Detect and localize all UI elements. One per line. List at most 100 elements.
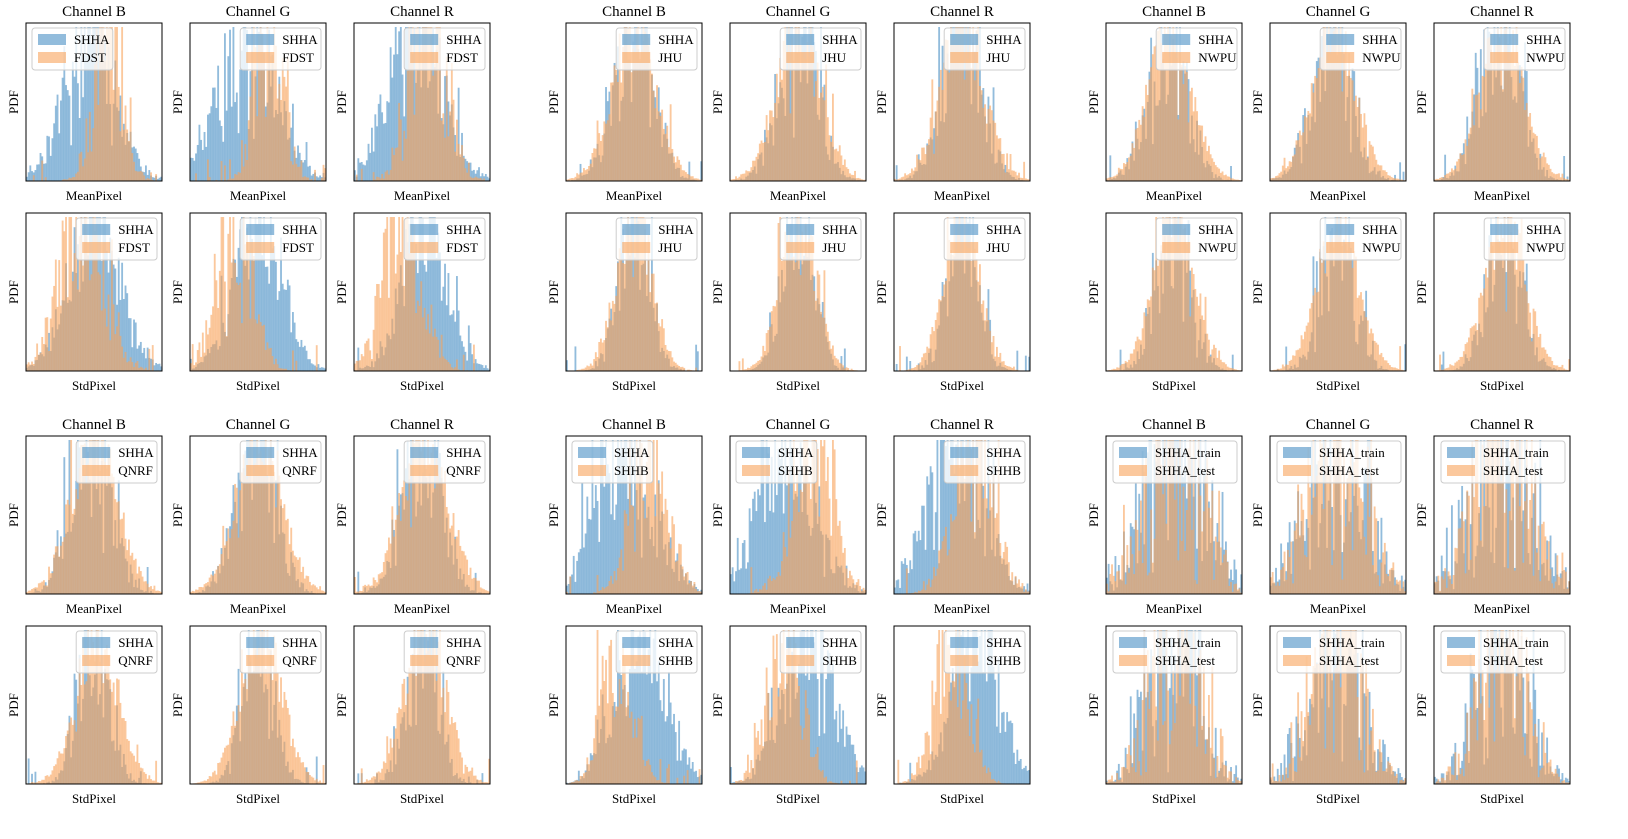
- compare-bar: [1295, 350, 1298, 371]
- legend-label: SHHB: [986, 653, 1021, 668]
- compare-bar: [244, 244, 247, 371]
- compare-bar: [929, 587, 932, 594]
- compare-bar: [743, 173, 746, 181]
- compare-bar: [371, 585, 373, 594]
- compare-bar: [478, 580, 480, 594]
- compare-bar: [53, 554, 56, 594]
- compare-bar: [1007, 366, 1010, 371]
- compare-bar: [367, 780, 370, 784]
- legend-label: SHHA: [986, 222, 1022, 237]
- compare-bar: [1109, 369, 1112, 371]
- compare-bar: [1310, 302, 1313, 371]
- compare-bar: [862, 587, 865, 594]
- compare-bar: [1006, 365, 1009, 371]
- compare-bar: [576, 369, 579, 371]
- compare-bar: [1399, 346, 1402, 371]
- compare-bar: [310, 178, 313, 181]
- compare-bar: [1559, 366, 1562, 371]
- reference-bar: [208, 113, 211, 181]
- compare-bar: [442, 482, 445, 594]
- compare-bar: [235, 174, 238, 181]
- legend-label: QNRF: [118, 653, 153, 668]
- reference-bar: [820, 630, 822, 784]
- reference-bar: [1221, 491, 1224, 594]
- compare-bar: [657, 111, 660, 181]
- compare-bar: [447, 362, 450, 371]
- compare-bar: [386, 550, 389, 594]
- compare-bar: [1563, 178, 1566, 181]
- compare-bar: [798, 512, 800, 594]
- compare-bar: [39, 781, 42, 784]
- compare-bar: [146, 178, 149, 181]
- compare-bar: [27, 362, 30, 371]
- compare-bar: [70, 217, 73, 371]
- compare-bar: [408, 463, 411, 594]
- compare-bar: [1377, 164, 1379, 181]
- compare-bar: [960, 441, 963, 594]
- compare-bar: [247, 450, 250, 594]
- reference-bar: [753, 491, 756, 594]
- compare-bar: [747, 367, 749, 371]
- compare-bar: [1011, 170, 1014, 181]
- compare-bar: [121, 27, 124, 181]
- compare-bar: [999, 352, 1002, 371]
- compare-bar: [640, 50, 643, 181]
- compare-bar: [433, 488, 436, 594]
- compare-bar: [596, 630, 599, 784]
- reference-bar: [54, 105, 57, 181]
- compare-bar: [815, 300, 817, 371]
- compare-bar: [1187, 122, 1190, 181]
- compare-bar: [623, 665, 626, 784]
- compare-bar: [1009, 580, 1012, 594]
- compare-bar: [285, 86, 288, 181]
- compare-bar: [302, 762, 305, 784]
- reference-bar: [696, 351, 699, 371]
- compare-bar: [639, 719, 641, 784]
- compare-bar: [413, 224, 416, 371]
- compare-bar: [668, 764, 670, 784]
- reference-bar: [1230, 569, 1232, 594]
- compare-bar: [428, 27, 431, 181]
- compare-bar: [264, 668, 267, 784]
- reference-bar: [26, 176, 28, 181]
- compare-bar: [830, 781, 833, 784]
- reference-bar: [826, 650, 829, 784]
- compare-bar: [484, 782, 487, 784]
- reference-bar: [1440, 364, 1443, 371]
- x-axis-label: StdPixel: [612, 378, 656, 393]
- reference-bar: [738, 569, 741, 594]
- legend-label: SHHA: [658, 635, 694, 650]
- compare-bar: [1449, 171, 1452, 181]
- compare-bar: [953, 39, 956, 181]
- reference-bar: [1011, 723, 1014, 784]
- reference-bar: [1028, 769, 1031, 784]
- legend-label: SHHA: [1362, 32, 1398, 47]
- compare-bar: [1358, 295, 1361, 371]
- compare-bar: [389, 169, 392, 181]
- compare-bar: [1319, 57, 1322, 181]
- compare-bar: [116, 326, 118, 371]
- compare-bar: [973, 532, 976, 594]
- compare-bar: [996, 346, 998, 371]
- y-axis-label: PDF: [170, 503, 185, 527]
- compare-bar: [637, 217, 640, 371]
- reference-bar: [235, 92, 238, 181]
- compare-bar: [63, 231, 66, 371]
- reference-bar: [1191, 457, 1193, 594]
- compare-bar: [1107, 591, 1110, 594]
- compare-bar: [1019, 586, 1022, 594]
- compare-bar: [962, 700, 964, 784]
- compare-bar: [801, 231, 804, 371]
- reference-bar: [82, 97, 84, 181]
- compare-bar: [275, 507, 277, 594]
- reference-bar: [1023, 767, 1026, 784]
- compare-bar: [77, 695, 79, 784]
- compare-bar: [628, 27, 631, 181]
- reference-bar: [297, 145, 299, 181]
- compare-bar: [432, 75, 435, 181]
- reference-bar: [825, 679, 828, 784]
- compare-bar: [1358, 97, 1361, 181]
- compare-bar: [63, 748, 66, 784]
- compare-bar: [747, 754, 749, 784]
